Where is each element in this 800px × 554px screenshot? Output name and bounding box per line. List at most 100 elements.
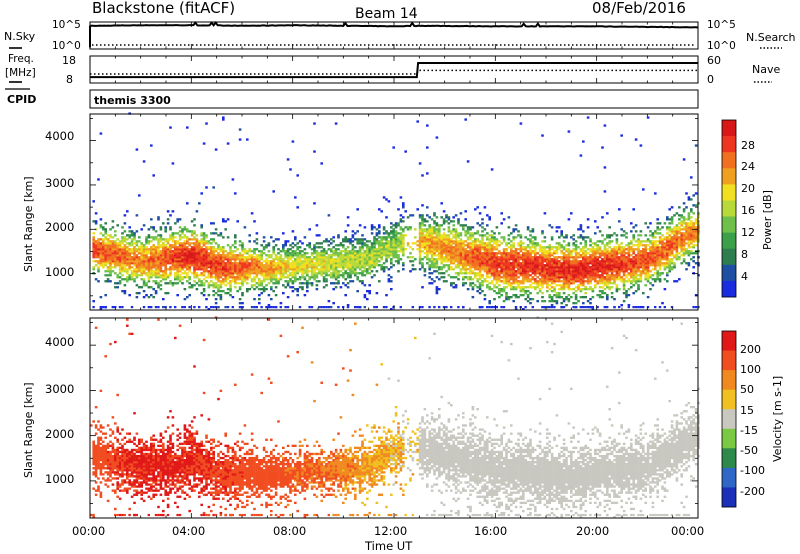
power-cell	[200, 258, 203, 261]
power-cell	[339, 250, 343, 253]
power-cell	[529, 248, 532, 251]
power-cell	[370, 248, 374, 251]
power-cell	[210, 254, 213, 257]
power-cell	[639, 272, 643, 275]
power-cell	[642, 256, 645, 259]
power-cell	[402, 230, 405, 233]
power-cell	[622, 268, 626, 271]
power-cell	[550, 266, 554, 269]
power-cell	[231, 244, 235, 247]
power-cell	[490, 274, 494, 277]
power-cell	[526, 246, 530, 249]
power-cell	[390, 262, 393, 265]
power-cell	[613, 298, 616, 301]
power-cell	[104, 274, 107, 277]
power-cell	[94, 264, 98, 267]
power-cell	[222, 280, 225, 283]
power-cell	[594, 254, 597, 257]
power-cell	[200, 226, 203, 229]
power-cell	[490, 272, 494, 275]
power-cell	[272, 274, 275, 277]
power-cell	[332, 260, 335, 263]
power-cell	[610, 278, 614, 281]
power-cell	[382, 226, 386, 229]
power-cell	[111, 240, 115, 243]
power-cell	[346, 254, 350, 257]
power-cell	[277, 262, 280, 265]
power-cell	[212, 306, 215, 309]
power-cell	[464, 262, 467, 265]
power-cell	[574, 246, 578, 249]
power-cell	[135, 262, 139, 265]
power-cell	[274, 274, 278, 277]
power-cell	[205, 252, 208, 255]
power-cell	[111, 226, 115, 229]
power-cell	[466, 236, 470, 239]
power-cell	[529, 246, 532, 249]
power-cell	[330, 306, 333, 309]
power-cell	[164, 228, 167, 231]
power-cell	[423, 274, 427, 277]
power-cell	[625, 256, 628, 259]
power-cell	[445, 242, 448, 245]
power-cell	[270, 306, 273, 309]
power-cell	[526, 226, 530, 229]
power-cell	[402, 268, 405, 271]
power-cell	[106, 262, 110, 265]
power-cell	[229, 272, 232, 275]
power-cell	[613, 254, 616, 257]
power-cell	[498, 250, 501, 253]
power-cell	[212, 256, 215, 259]
power-cell	[615, 254, 619, 257]
power-cell	[373, 246, 376, 249]
power-cell	[558, 276, 561, 279]
power-cell	[433, 238, 436, 241]
power-cell	[582, 254, 585, 257]
power-cell	[226, 306, 230, 309]
power-cell	[265, 274, 268, 277]
power-cell	[644, 264, 647, 267]
power-cell	[142, 260, 146, 263]
power-cell	[238, 302, 242, 305]
power-cell	[493, 298, 496, 301]
power-cell	[150, 226, 153, 229]
power-cell	[351, 254, 355, 257]
power-cell	[109, 240, 112, 243]
power-cell	[166, 240, 170, 243]
power-cell	[622, 264, 626, 267]
power-cell	[205, 256, 208, 259]
power-cell	[171, 236, 175, 239]
power-cell	[510, 248, 513, 251]
power-cell	[478, 252, 482, 255]
power-cell	[524, 270, 527, 273]
power-cell	[150, 218, 153, 221]
power-cell	[121, 268, 124, 271]
power-cell	[390, 240, 393, 243]
power-cell	[373, 256, 376, 259]
power-cell	[296, 272, 299, 275]
power-cell	[538, 264, 542, 267]
power-cell	[150, 276, 153, 279]
power-cell	[481, 234, 484, 237]
power-cell	[166, 218, 170, 221]
power-cell	[224, 280, 227, 283]
power-cell	[104, 252, 107, 255]
power-cell	[531, 266, 535, 269]
power-cell	[426, 228, 429, 231]
power-cell	[584, 264, 587, 267]
power-cell	[510, 252, 513, 255]
power-cell	[200, 274, 203, 277]
power-cell	[546, 306, 549, 309]
power-cell	[188, 254, 191, 257]
power-cell	[512, 230, 515, 233]
power-cell	[469, 282, 472, 285]
power-cell	[104, 232, 107, 235]
power-cell	[495, 242, 499, 245]
power-cell	[205, 298, 208, 301]
power-cell	[195, 262, 199, 265]
power-cell	[121, 232, 124, 235]
power-cell	[183, 298, 187, 301]
power-cell	[226, 270, 230, 273]
power-cell	[222, 282, 225, 285]
power-cell	[390, 222, 393, 225]
